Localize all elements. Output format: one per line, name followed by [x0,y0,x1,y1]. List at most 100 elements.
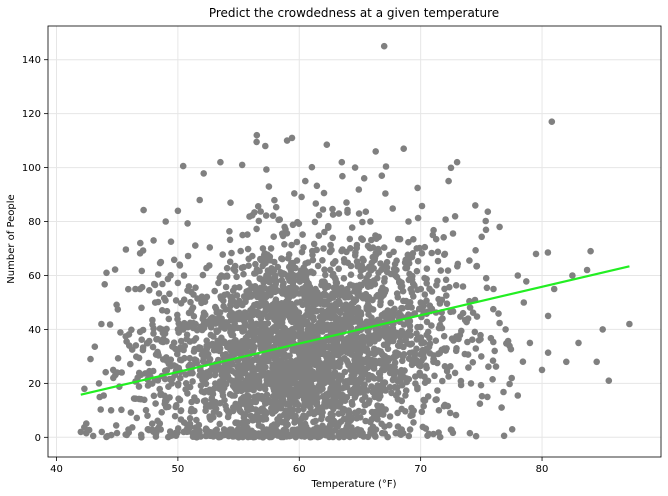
data-point [367,266,374,274]
data-point [85,426,93,434]
data-point [393,290,401,297]
data-point [333,380,341,387]
data-point [432,337,440,345]
data-point [191,356,199,364]
data-point [223,264,231,272]
data-point [315,427,323,434]
data-point [490,305,497,313]
data-point [335,210,343,217]
data-point [289,292,297,299]
data-point [118,406,125,414]
data-point [502,326,509,333]
data-point [313,246,321,254]
data-point [229,293,236,301]
data-point [378,420,385,428]
data-point [390,327,398,335]
data-point [332,393,340,401]
data-point [278,255,285,262]
data-point [371,280,379,288]
data-point [270,233,278,240]
data-point [353,258,361,265]
data-point [426,285,433,293]
data-point [207,324,215,331]
data-point [102,368,109,376]
data-point [357,374,365,381]
data-point [114,355,122,362]
data-point [321,266,328,274]
data-point [231,284,239,292]
data-point [393,266,400,274]
data-point [260,428,268,435]
data-point [234,419,242,427]
data-point [212,405,220,413]
data-point [228,249,235,257]
data-point [443,367,451,375]
data-point [368,383,375,390]
data-point [186,415,194,422]
data-point [362,208,370,215]
data-point [315,319,323,327]
data-point [463,318,470,326]
data-point [332,285,339,293]
data-point [162,403,170,411]
data-point [406,426,414,433]
data-point [285,339,292,346]
data-point [125,426,132,433]
data-point [253,225,260,233]
data-point [174,326,182,333]
data-point [325,415,332,423]
data-point [146,287,153,294]
data-point [314,292,322,300]
data-point [440,402,448,410]
data-point [374,245,382,253]
data-point [420,402,428,410]
data-point [180,419,188,426]
data-point [259,245,267,252]
data-point [339,316,346,324]
data-point [412,359,420,367]
data-point [426,302,434,310]
data-point [265,332,272,340]
data-point [195,345,203,353]
data-point [436,349,444,357]
data-point [280,280,287,287]
data-point [626,320,633,328]
data-point [378,172,386,179]
data-point [289,318,296,326]
data-point [294,406,302,414]
data-point [306,306,313,314]
data-point [137,239,144,247]
data-point [314,262,322,270]
data-point [270,406,278,414]
data-point [575,339,582,347]
data-point [161,375,169,383]
data-point [250,327,257,334]
data-point [306,294,314,301]
data-point [338,335,346,342]
data-point [202,380,210,388]
data-point [451,213,459,220]
data-point [300,320,308,327]
data-point [271,258,278,266]
data-point [397,374,404,381]
data-point [309,251,316,259]
data-point [414,384,421,391]
data-point [212,380,219,387]
data-point [302,346,309,354]
data-point [177,374,184,382]
data-point [184,252,192,260]
data-point [226,258,234,266]
data-point [398,381,406,389]
data-point [354,289,361,297]
data-point [351,352,358,360]
data-point [367,361,375,369]
data-point [285,274,292,282]
data-point [322,271,329,279]
data-point [219,251,226,258]
data-point [230,324,237,331]
data-point [343,248,350,256]
data-point [157,258,165,266]
data-point [266,278,273,286]
data-point [222,306,229,313]
